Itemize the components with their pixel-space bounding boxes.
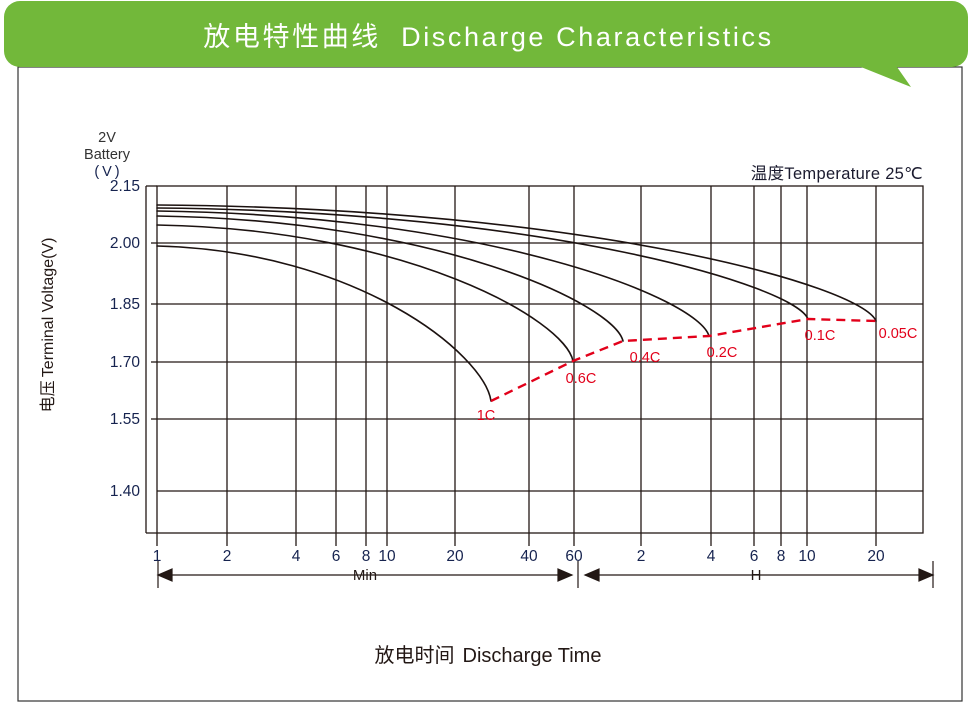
svg-text:2.00: 2.00 [110, 235, 141, 252]
svg-text:H: H [751, 567, 762, 584]
svg-text:60: 60 [565, 548, 583, 565]
svg-text:电压 Terminal Voltage(V): 电压 Terminal Voltage(V) [39, 238, 57, 413]
svg-text:( V ): ( V ) [94, 164, 119, 180]
svg-text:放电时间 Discharge Time: 放电时间 Discharge Time [375, 644, 602, 667]
svg-text:0.2C: 0.2C [707, 345, 738, 361]
svg-text:Battery: Battery [84, 147, 131, 163]
svg-text:4: 4 [292, 548, 301, 565]
svg-text:1.70: 1.70 [110, 354, 141, 371]
svg-text:0.1C: 0.1C [805, 328, 836, 344]
svg-text:0.4C: 0.4C [630, 350, 661, 366]
svg-text:10: 10 [378, 548, 396, 565]
svg-text:2V: 2V [98, 130, 116, 146]
svg-text:6: 6 [750, 548, 759, 565]
svg-text:40: 40 [520, 548, 538, 565]
svg-text:2: 2 [223, 548, 232, 565]
svg-text:1C: 1C [477, 408, 496, 424]
svg-text:温度Temperature 25℃: 温度Temperature 25℃ [751, 164, 923, 183]
svg-text:Min: Min [353, 567, 377, 584]
svg-text:0.05C: 0.05C [879, 326, 918, 342]
svg-text:1.55: 1.55 [110, 411, 140, 428]
svg-text:1.85: 1.85 [110, 296, 140, 313]
svg-text:6: 6 [332, 548, 341, 565]
svg-text:2.15: 2.15 [110, 178, 140, 195]
svg-text:4: 4 [707, 548, 716, 565]
svg-text:8: 8 [362, 548, 371, 565]
svg-text:2: 2 [637, 548, 646, 565]
svg-text:8: 8 [777, 548, 786, 565]
svg-text:20: 20 [446, 548, 464, 565]
svg-text:1.40: 1.40 [110, 483, 141, 500]
svg-text:1: 1 [153, 548, 162, 565]
svg-text:20: 20 [867, 548, 885, 565]
svg-text:0.6C: 0.6C [566, 371, 597, 387]
svg-text:10: 10 [798, 548, 816, 565]
